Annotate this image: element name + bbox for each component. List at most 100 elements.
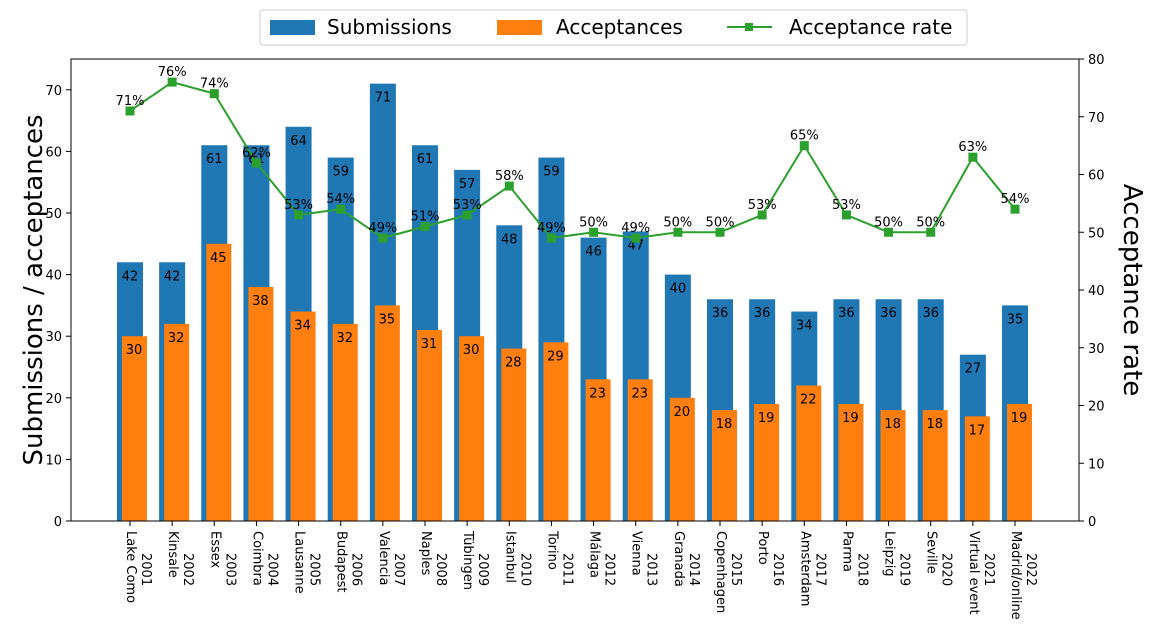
x-tick-venue: Madrid/online [1008, 531, 1023, 620]
x-tick-venue: Vienna [629, 531, 644, 576]
x-tick-year: 2014 [686, 553, 701, 586]
y-tick-label: 60 [45, 145, 62, 160]
acceptances-value-label: 22 [800, 392, 817, 407]
acceptance-rate-label: 50% [916, 215, 945, 230]
submissions-value-label: 61 [206, 152, 223, 167]
x-tick-year: 2021 [981, 553, 996, 586]
submissions-value-label: 59 [543, 165, 560, 180]
acceptance-rate-marker [294, 210, 304, 220]
submissions-value-label: 36 [880, 306, 897, 321]
acceptance-rate-label: 54% [1001, 192, 1030, 207]
acceptances-bar [459, 336, 485, 521]
acceptance-rate-label: 65% [790, 129, 819, 144]
y-tick-label: 10 [45, 453, 62, 468]
acceptances-bar [922, 410, 948, 521]
x-tick-label: 2018Parma [839, 531, 869, 586]
acceptance-rate-label: 58% [495, 169, 524, 184]
acceptances-value-label: 30 [126, 343, 143, 358]
acceptances-value-label: 35 [379, 312, 396, 327]
submissions-value-label: 61 [417, 152, 434, 167]
submissions-value-label: 42 [122, 269, 139, 284]
acceptances-value-label: 29 [547, 349, 564, 364]
acceptance-rate-marker [884, 227, 894, 237]
x-tick-venue: Porto [755, 531, 770, 565]
y2-tick-label: 60 [1088, 169, 1105, 184]
submissions-value-label: 71 [375, 91, 392, 106]
acceptances-value-label: 17 [969, 423, 986, 438]
submissions-value-label: 46 [585, 245, 602, 260]
x-tick-year: 2020 [939, 553, 954, 586]
y-tick-label: 20 [45, 392, 62, 407]
y-tick-label: 50 [45, 207, 62, 222]
acceptance-rate-label: 63% [958, 140, 987, 155]
acceptance-rate-label: 49% [621, 221, 650, 236]
acceptances-value-label: 23 [631, 386, 648, 401]
acceptance-rate-label: 54% [326, 192, 355, 207]
legend-frame [259, 9, 968, 46]
acceptances-value-label: 30 [463, 343, 480, 358]
x-tick-year: 2009 [475, 553, 490, 586]
x-tick-year: 2008 [433, 553, 448, 586]
x-tick-venue: Tübingen [460, 530, 475, 590]
acceptances-value-label: 32 [168, 331, 185, 346]
y-tick-label: 30 [45, 330, 62, 345]
submissions-value-label: 36 [712, 306, 729, 321]
x-tick-label: 2010Istanbul [502, 531, 532, 586]
acceptance-rate-label: 76% [158, 65, 187, 80]
acceptances-bar [669, 397, 695, 521]
acceptance-rate-marker [378, 233, 388, 243]
acceptance-rate-marker [673, 227, 683, 237]
acceptance-rate-marker [336, 204, 346, 214]
acceptance-rate-marker [504, 181, 514, 191]
acceptance-rate-label: 50% [579, 215, 608, 230]
y2-tick-label: 70 [1088, 111, 1105, 126]
acceptance-rate-label: 53% [832, 198, 861, 213]
x-tick-label: 2002Kinsale [165, 531, 195, 586]
x-tick-year: 2015 [728, 553, 743, 586]
acceptances-bar [374, 305, 400, 521]
x-tick-venue: Essex [207, 531, 222, 569]
acceptances-bar [164, 323, 190, 521]
submissions-value-label: 35 [1007, 312, 1024, 327]
submissions-value-label: 36 [838, 306, 855, 321]
y2-axis-label: Acceptance rate [1117, 184, 1147, 396]
x-tick-year: 2017 [812, 553, 827, 586]
y-tick-label: 0 [54, 515, 62, 530]
acceptance-rate-label: 50% [663, 215, 692, 230]
acceptances-bar [796, 385, 822, 521]
x-tick-label: 2008Naples [418, 531, 448, 586]
acceptances-value-label: 19 [1011, 411, 1028, 426]
acceptances-value-label: 32 [336, 331, 353, 346]
x-tick-year: 2022 [1023, 553, 1038, 586]
acceptance-rate-marker [167, 77, 177, 87]
x-tick-label: 2004Coimbra [249, 531, 279, 586]
acceptances-value-label: 18 [716, 417, 733, 432]
acceptances-bar [1007, 403, 1032, 521]
x-tick-year: 2016 [770, 553, 785, 586]
acceptance-rate-marker [125, 106, 135, 116]
x-tick-year: 2002 [180, 553, 195, 586]
acceptances-bar [712, 410, 737, 521]
x-tick-year: 2003 [222, 553, 237, 586]
acceptance-rate-marker [926, 227, 936, 237]
acceptance-rate-marker [209, 89, 219, 99]
acceptance-rate-marker [631, 233, 641, 243]
x-tick-label: 2011Torino [544, 530, 574, 586]
submissions-value-label: 27 [965, 362, 982, 377]
y2-tick-label: 40 [1088, 284, 1105, 299]
submissions-value-label: 40 [670, 282, 687, 297]
x-tick-label: 2021Virtual event [966, 531, 996, 615]
acceptance-rate-marker [968, 152, 978, 162]
acceptances-bar [880, 410, 906, 521]
legend-label-acceptances: Acceptances [556, 15, 683, 39]
submissions-value-label: 57 [459, 177, 476, 192]
acceptance-rate-marker [799, 141, 809, 151]
x-tick-venue: Leipzig [882, 531, 897, 577]
x-tick-year: 2011 [559, 553, 574, 586]
x-tick-venue: Granada [671, 531, 686, 587]
acceptance-rate-label: 53% [748, 198, 777, 213]
x-tick-label: 2015Copenhagen [713, 531, 743, 613]
acceptances-bar [122, 336, 147, 521]
x-tick-year: 2004 [264, 553, 279, 586]
